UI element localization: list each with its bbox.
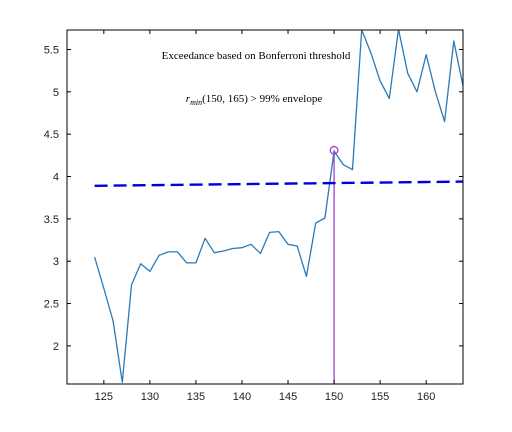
data-line [93, 30, 463, 383]
y-tick-label: 3.5 [44, 214, 59, 226]
y-tick-label: 2.5 [44, 299, 59, 311]
chart-title: Exceedance based on Bonferroni threshold [162, 50, 351, 62]
y-tick-label: 3 [53, 256, 59, 268]
x-tick-label: 125 [95, 391, 113, 403]
plot-frame [66, 29, 464, 385]
y-tick-label: 5 [53, 87, 59, 99]
annotation-rest: (150, 165) > 99% envelope [202, 93, 322, 105]
y-tick-label: 4.5 [44, 129, 59, 141]
annotation-r: r [186, 93, 191, 105]
x-tick-label: 150 [325, 391, 343, 403]
y-tick-label: 4 [53, 172, 59, 184]
threshold-line [94, 180, 463, 187]
x-tick-label: 145 [279, 391, 297, 403]
x-tick-label: 130 [141, 391, 159, 403]
plot-area [67, 30, 463, 384]
exceedance-marker [329, 145, 339, 155]
y-tick-label: 5.5 [44, 44, 59, 56]
chart-annotation: rmin(150, 165) > 99% envelope [186, 93, 323, 107]
x-tick-label: 160 [417, 391, 435, 403]
x-tick-label: 140 [233, 391, 251, 403]
annotation-sub: min [190, 98, 202, 107]
y-tick-label: 2 [53, 341, 59, 353]
x-tick-label: 135 [187, 391, 205, 403]
x-tick-label: 155 [371, 391, 389, 403]
